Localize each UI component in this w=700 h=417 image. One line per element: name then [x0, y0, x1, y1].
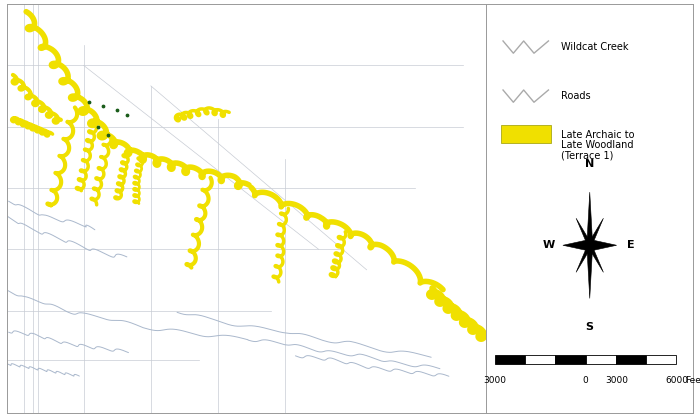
Text: 0: 0 — [582, 376, 589, 385]
Text: N: N — [585, 158, 594, 168]
Bar — [586, 355, 616, 364]
Bar — [501, 125, 550, 143]
Polygon shape — [589, 239, 617, 251]
Text: (Terrace 1): (Terrace 1) — [561, 151, 613, 161]
Bar — [616, 355, 646, 364]
Bar — [495, 355, 525, 364]
Polygon shape — [576, 218, 591, 248]
Text: Wildcat Creek: Wildcat Creek — [561, 42, 629, 52]
Polygon shape — [563, 239, 589, 251]
Text: W: W — [542, 240, 554, 250]
Text: 3000: 3000 — [483, 376, 506, 385]
Point — [83, 99, 94, 106]
Polygon shape — [589, 218, 603, 248]
Polygon shape — [587, 192, 593, 245]
Text: Roads: Roads — [561, 91, 591, 101]
Text: Late Woodland: Late Woodland — [561, 140, 634, 150]
Text: S: S — [586, 322, 594, 332]
Text: 6000: 6000 — [665, 376, 688, 385]
Point — [102, 132, 113, 138]
Bar — [555, 355, 586, 364]
Polygon shape — [589, 243, 603, 272]
Point — [121, 111, 132, 118]
Text: 3000: 3000 — [605, 376, 628, 385]
Text: E: E — [627, 240, 635, 250]
Polygon shape — [576, 243, 591, 272]
Point — [112, 107, 123, 114]
Point — [92, 123, 104, 130]
Point — [97, 103, 108, 110]
Bar — [525, 355, 555, 364]
Text: Feet: Feet — [685, 376, 700, 385]
Polygon shape — [587, 245, 593, 299]
Bar — [646, 355, 676, 364]
Text: Late Archaic to: Late Archaic to — [561, 130, 634, 140]
